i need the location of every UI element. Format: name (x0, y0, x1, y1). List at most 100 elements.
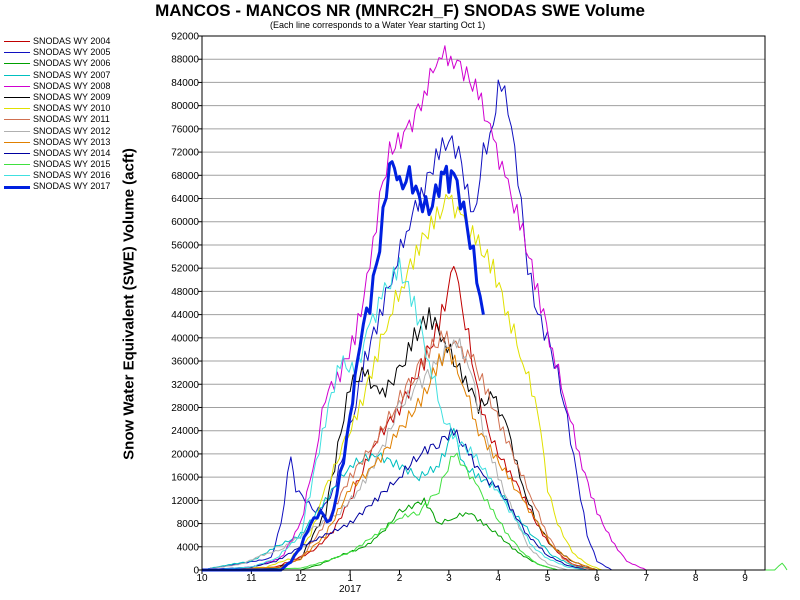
x-tick-label: 1 (347, 573, 353, 584)
legend-swatch (4, 74, 30, 76)
legend-label: SNODAS WY 2010 (33, 103, 111, 114)
series-line-snodas-wy-2015 (201, 452, 788, 571)
legend-swatch (4, 96, 30, 98)
grid (202, 58, 765, 548)
x-tick-label: 5 (545, 573, 551, 584)
legend-label: SNODAS WY 2014 (33, 147, 111, 158)
y-tick-label: 60000 (171, 217, 199, 228)
legend-label: SNODAS WY 2012 (33, 125, 111, 136)
legend-item: SNODAS WY 2005 (4, 47, 164, 58)
series-line-snodas-wy-2014 (201, 427, 588, 571)
legend-swatch (4, 41, 30, 42)
x-tick-label: 7 (644, 573, 650, 584)
series-lines (201, 45, 788, 572)
x-tick-label: 10 (196, 573, 208, 584)
legend-swatch (4, 186, 30, 190)
chart-subtitle: (Each line corresponds to a Water Year s… (270, 20, 486, 30)
legend-item: SNODAS WY 2016 (4, 170, 164, 181)
y-tick-label: 48000 (171, 287, 199, 298)
y-tick-label: 12000 (171, 496, 199, 507)
y-tick-label: 84000 (171, 78, 199, 89)
legend-swatch (4, 63, 30, 65)
x-tick-label: 4 (495, 573, 501, 584)
legend-label: SNODAS WY 2009 (33, 91, 111, 102)
y-tick-label: 16000 (171, 473, 199, 484)
series-line-snodas-wy-2004 (201, 265, 598, 571)
y-tick-label: 24000 (171, 426, 199, 437)
legend-swatch (4, 52, 30, 54)
legend-item: SNODAS WY 2009 (4, 92, 164, 103)
series-line-snodas-wy-2012 (201, 337, 568, 571)
legend-label: SNODAS WY 2017 (33, 181, 111, 192)
y-tick-label: 56000 (171, 240, 199, 251)
y-tick-label: 72000 (171, 148, 199, 159)
series-line-snodas-wy-2011 (201, 330, 598, 571)
x-tick-label: 3 (446, 573, 452, 584)
legend-item: SNODAS WY 2011 (4, 114, 164, 125)
series-line-snodas-wy-2013 (202, 346, 598, 571)
legend-label: SNODAS WY 2016 (33, 170, 111, 181)
legend-item: SNODAS WY 2006 (4, 58, 164, 69)
series-line-snodas-wy-2009 (201, 307, 598, 571)
x-tick-label: 9 (742, 573, 748, 584)
legend-item: SNODAS WY 2012 (4, 126, 164, 137)
legend-label: SNODAS WY 2011 (33, 114, 110, 125)
chart-legend: SNODAS WY 2004 SNODAS WY 2005 SNODAS WY 20… (4, 36, 164, 193)
legend-label: SNODAS WY 2006 (33, 58, 111, 69)
legend-swatch (4, 130, 30, 132)
y-tick-label: 0 (193, 566, 199, 577)
legend-swatch (4, 108, 30, 110)
y-tick-label: 64000 (171, 194, 199, 205)
series-line-snodas-wy-2008 (201, 45, 647, 571)
legend-swatch (4, 85, 30, 87)
legend-label: SNODAS WY 2007 (33, 69, 111, 80)
y-tick-label: 40000 (171, 333, 199, 344)
y-tick-label: 44000 (171, 310, 199, 321)
x-tick-label: 11 (246, 573, 257, 584)
y-tick-label: 88000 (171, 55, 199, 66)
legend-item: SNODAS WY 2007 (4, 70, 164, 81)
y-tick-label: 8000 (177, 519, 200, 530)
legend-item: SNODAS WY 2010 (4, 103, 164, 114)
y-tick-label: 36000 (171, 357, 199, 368)
legend-item: SNODAS WY 2015 (4, 159, 164, 170)
plot-area-border (201, 35, 766, 571)
y-tick-label: 28000 (171, 403, 199, 414)
x-tick-label: 8 (693, 573, 699, 584)
legend-item: SNODAS WY 2013 (4, 137, 164, 148)
y-tick-label: 20000 (171, 449, 199, 460)
x-tick-label: 2 (397, 573, 403, 584)
y-tick-label: 92000 (171, 32, 199, 43)
legend-label: SNODAS WY 2013 (33, 136, 111, 147)
legend-label: SNODAS WY 2004 (33, 36, 111, 46)
series-line-snodas-wy-2007 (201, 427, 598, 571)
y-tick-label: 52000 (171, 264, 199, 275)
x-year-label: 2017 (339, 584, 362, 595)
legend-swatch (4, 175, 30, 177)
legend-label: SNODAS WY 2005 (33, 47, 111, 58)
legend-label: SNODAS WY 2008 (33, 80, 111, 91)
x-tick-label: 6 (594, 573, 600, 584)
x-tick-label: 12 (295, 573, 307, 584)
series-line-snodas-wy-2016 (202, 257, 588, 571)
legend-item: SNODAS WY 2004 (4, 36, 164, 47)
legend-item: SNODAS WY 2017 (4, 181, 164, 192)
y-axis-ticks: 0 4000 8000 12000 16000 20000 24000 28000 32000 3… (171, 32, 202, 577)
y-tick-label: 80000 (171, 101, 199, 112)
legend-item: SNODAS WY 2008 (4, 81, 164, 92)
y-tick-label: 68000 (171, 171, 199, 182)
legend-item: SNODAS WY 2014 (4, 148, 164, 159)
legend-swatch (4, 119, 30, 121)
legend-swatch (4, 152, 30, 154)
y-tick-label: 76000 (171, 124, 199, 135)
y-tick-label: 4000 (177, 542, 200, 553)
legend-swatch (4, 141, 30, 143)
series-line-snodas-wy-2010 (201, 193, 603, 571)
chart-title: MANCOS - MANCOS NR (MNRC2H_F) SNODAS SWE… (155, 1, 645, 20)
legend-label: SNODAS WY 2015 (33, 159, 111, 170)
series-line-snodas-wy-2005 (201, 79, 613, 571)
legend-swatch (4, 164, 30, 166)
y-tick-label: 32000 (171, 380, 199, 391)
